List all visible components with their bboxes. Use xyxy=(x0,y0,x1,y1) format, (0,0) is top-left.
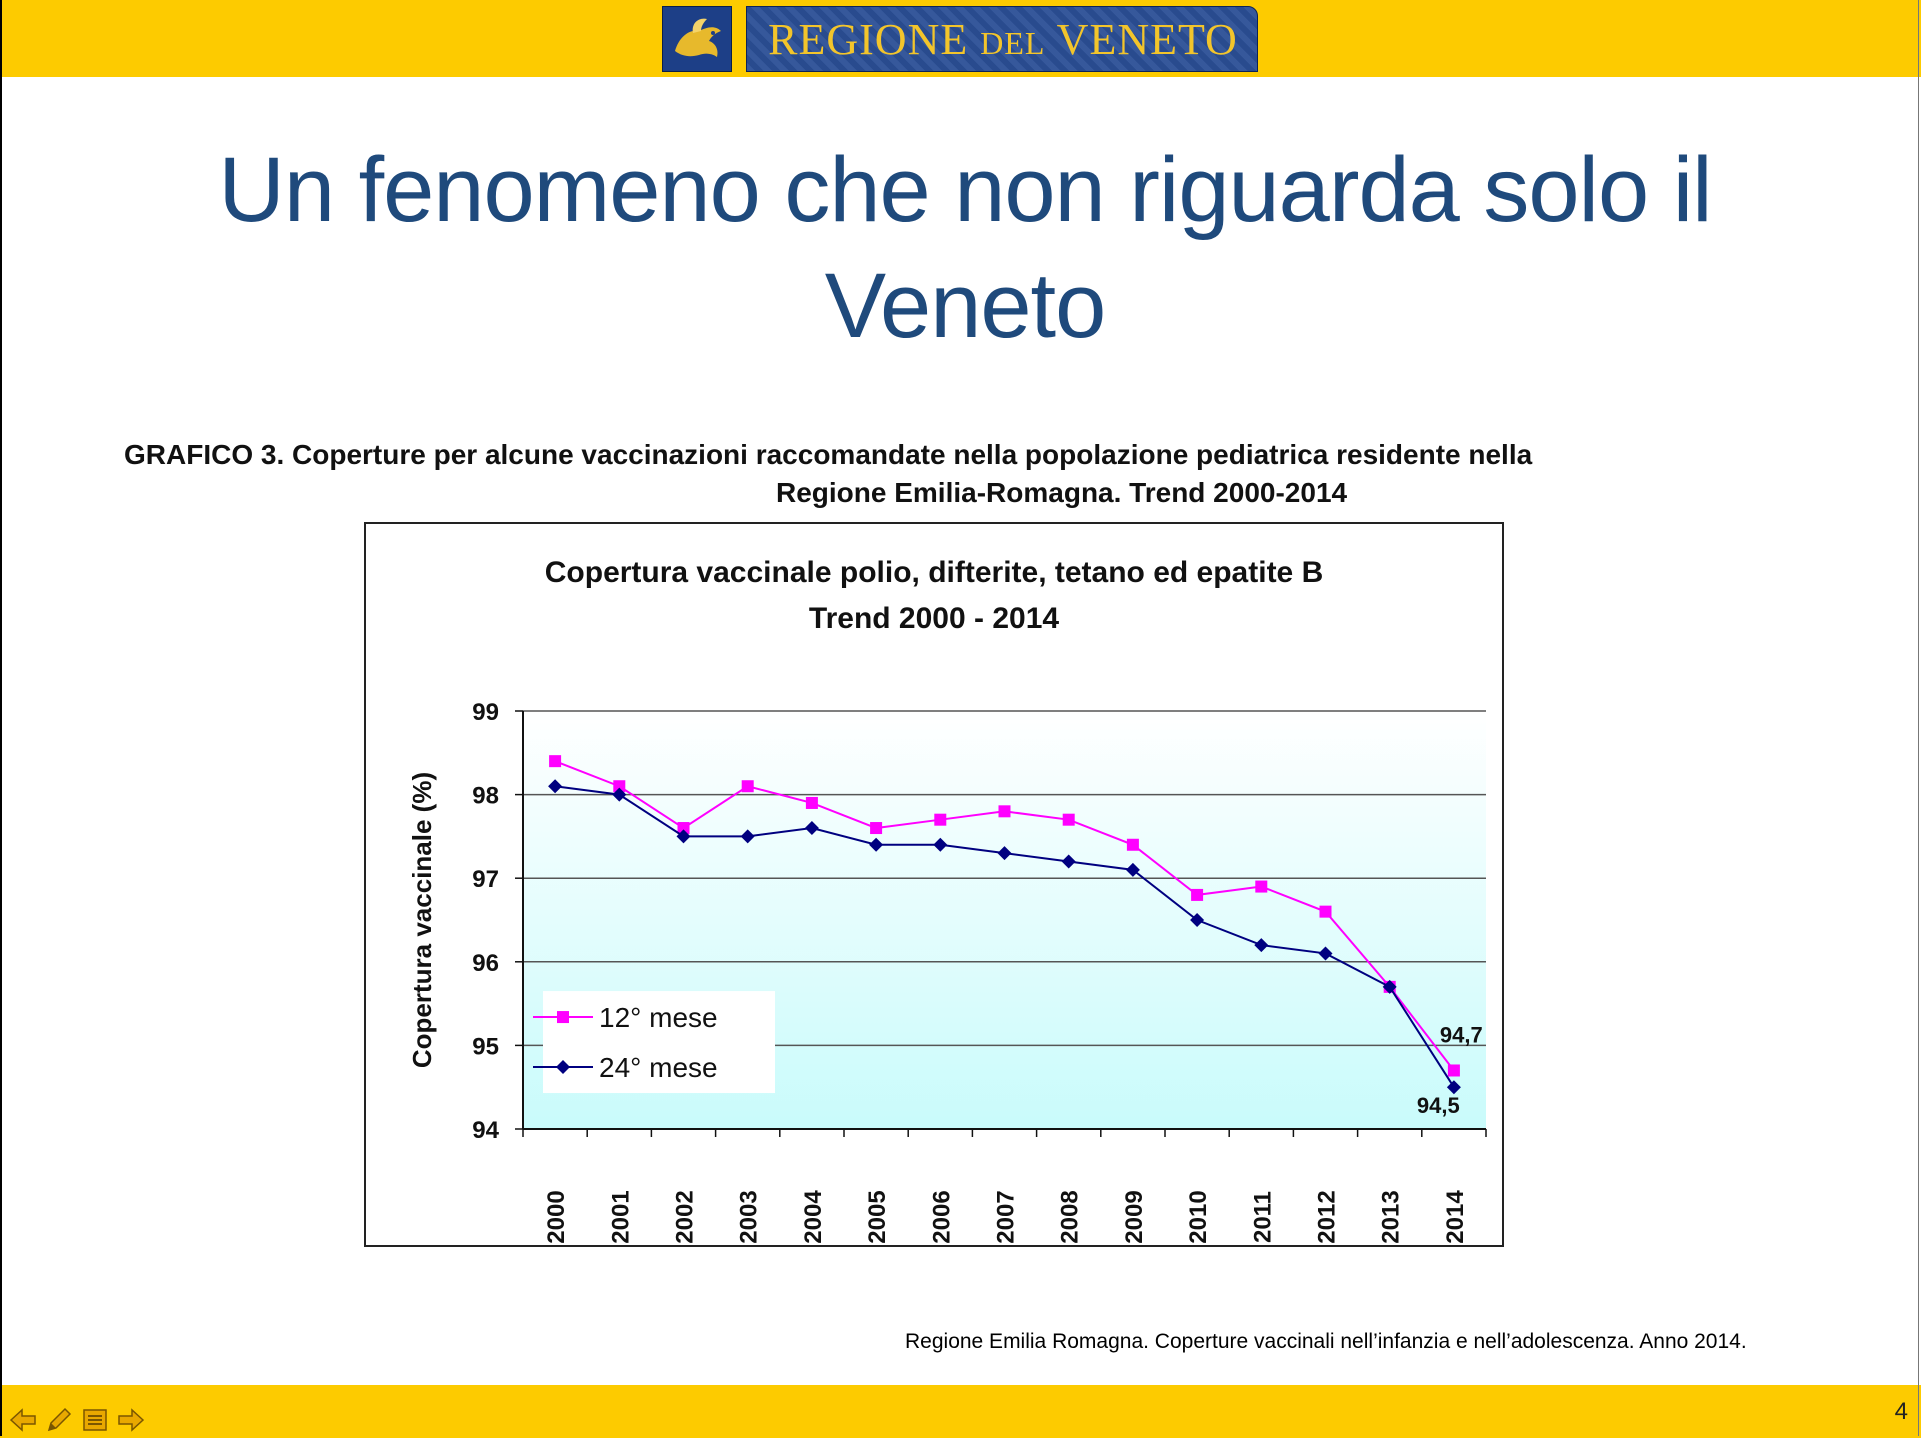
legend-box xyxy=(543,991,775,1094)
x-tick-label: 2006 xyxy=(928,1190,955,1243)
data-point xyxy=(741,780,754,793)
y-axis-label: Copertura vaccinale (%) xyxy=(407,772,437,1068)
data-point xyxy=(548,779,563,794)
data-point xyxy=(1447,1064,1460,1077)
data-point xyxy=(933,837,948,852)
menu-icon[interactable] xyxy=(80,1405,110,1435)
line-chart: 94 95 96 97 98 99 2000 2001 2002 2003 2004 2005 2006… xyxy=(407,699,1487,1244)
data-point xyxy=(1062,813,1075,826)
data-point xyxy=(1382,979,1397,994)
y-tick-label: 99 xyxy=(472,699,499,726)
data-point xyxy=(1190,913,1205,927)
x-tick-label: 2013 xyxy=(1378,1190,1405,1243)
slide-title: Un fenomeno che non riguarda solo il Ven… xyxy=(130,132,1800,364)
source-note: Regione Emilia Romagna. Coperture vaccin… xyxy=(905,1330,1747,1353)
data-point xyxy=(998,805,1011,818)
x-tick-label: 2009 xyxy=(1121,1190,1148,1243)
x-tick-label: 2004 xyxy=(800,1190,827,1244)
data-point xyxy=(676,829,691,844)
x-tick-label: 2012 xyxy=(1314,1190,1341,1243)
chart-title: Copertura vaccinale polio, difterite, te… xyxy=(366,550,1502,642)
legend-marker xyxy=(556,1060,570,1075)
lion-emblem-icon xyxy=(662,6,732,72)
x-tick-label: 2007 xyxy=(993,1190,1020,1243)
slide-title-line1: Un fenomeno che non riguarda solo il xyxy=(218,139,1712,241)
regione-veneto-logo: REGIONE DEL VENETO xyxy=(662,6,1258,72)
pencil-icon[interactable] xyxy=(44,1405,74,1435)
data-point xyxy=(1318,946,1333,961)
caption-line2: Regione Emilia-Romagna. Trend 2000-2014 xyxy=(776,477,1348,508)
caption-line1: GRAFICO 3. Coperture per alcune vaccinaz… xyxy=(124,439,1533,470)
data-point xyxy=(613,780,626,793)
data-point xyxy=(869,837,884,852)
x-tick-label: 2002 xyxy=(672,1190,699,1243)
data-point xyxy=(677,822,690,835)
x-tick-label: 2001 xyxy=(607,1190,634,1243)
logo-banner: REGIONE DEL VENETO xyxy=(746,6,1258,72)
footer-bar xyxy=(0,1385,1921,1438)
y-tick-label: 97 xyxy=(472,866,499,893)
x-tick-label: 2014 xyxy=(1442,1190,1469,1244)
data-point xyxy=(740,829,755,844)
slide-number: 4 xyxy=(1894,1398,1908,1425)
x-tick-label: 2005 xyxy=(864,1190,891,1243)
x-tick-label: 2011 xyxy=(1249,1191,1276,1243)
chart-title-line2: Trend 2000 - 2014 xyxy=(808,602,1060,635)
slide-title-line2: Veneto xyxy=(824,255,1107,357)
data-label: 94,5 xyxy=(1417,1093,1460,1118)
data-point xyxy=(1126,838,1139,851)
y-tick-label: 94 xyxy=(472,1117,499,1144)
data-point xyxy=(997,846,1012,861)
data-point xyxy=(1319,905,1332,918)
data-point xyxy=(804,821,819,836)
arrow-right-icon[interactable] xyxy=(116,1405,146,1435)
x-tick-label: 2003 xyxy=(736,1190,763,1243)
data-point xyxy=(1254,938,1269,953)
logo-text: REGIONE DEL VENETO xyxy=(768,15,1238,64)
x-tick-label: 2000 xyxy=(543,1190,570,1243)
legend-label: 12° mese xyxy=(599,1002,718,1033)
legend-marker xyxy=(557,1011,569,1024)
y-tick-label: 98 xyxy=(472,783,499,810)
data-point xyxy=(1061,854,1076,869)
legend-label: 24° mese xyxy=(599,1052,718,1083)
data-point xyxy=(1125,862,1140,877)
y-tick-label: 95 xyxy=(472,1033,499,1060)
chart-frame: Copertura vaccinale polio, difterite, te… xyxy=(364,522,1504,1247)
data-point xyxy=(870,822,883,835)
data-point xyxy=(805,796,818,809)
data-label: 94,7 xyxy=(1440,1022,1483,1047)
arrow-left-icon[interactable] xyxy=(8,1405,38,1435)
data-point xyxy=(612,787,627,802)
y-tick-label: 96 xyxy=(472,950,499,977)
data-point xyxy=(549,755,562,768)
data-point xyxy=(1191,888,1204,901)
x-tick-label: 2008 xyxy=(1057,1190,1084,1243)
x-tick-label: 2010 xyxy=(1185,1190,1212,1243)
data-point xyxy=(934,813,947,826)
data-point xyxy=(1255,880,1268,893)
data-point xyxy=(1446,1080,1461,1095)
figure-caption: GRAFICO 3. Coperture per alcune vaccinaz… xyxy=(120,436,1820,512)
slide-navigation xyxy=(8,1405,146,1435)
chart-title-line1: Copertura vaccinale polio, difterite, te… xyxy=(544,556,1324,589)
